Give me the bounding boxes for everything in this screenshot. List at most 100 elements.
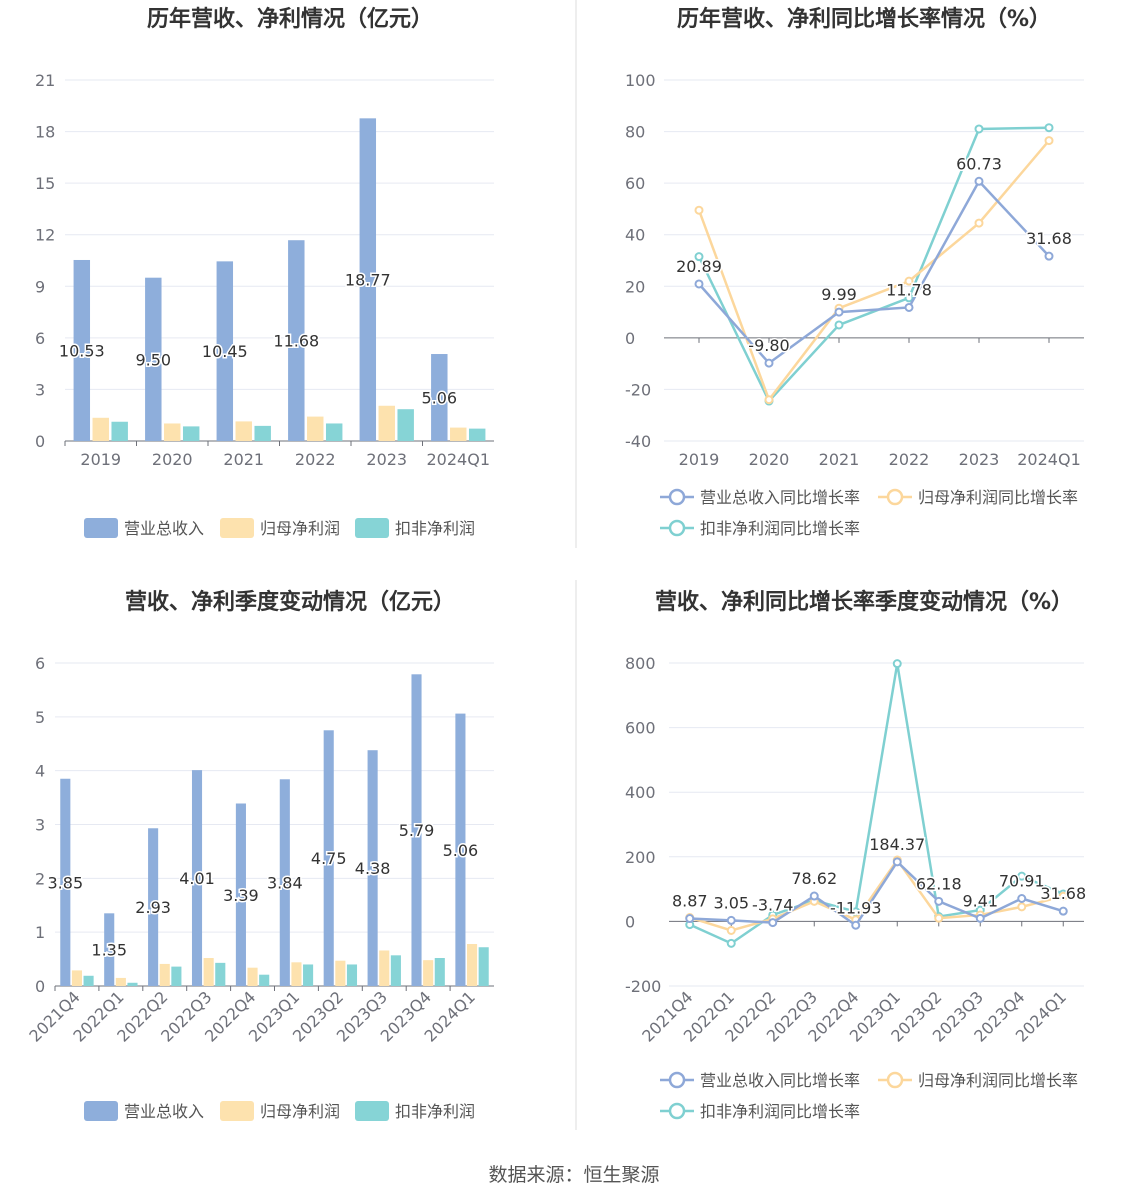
quarter-line-legend-label-1: 归母净利润同比增长率 [918, 1071, 1078, 1090]
annual-line-data-label: -9.80 [748, 336, 789, 355]
annual-bar-title: 历年营收、净利情况（亿元） [147, 6, 433, 32]
annual-line-point-0-4 [974, 176, 984, 186]
quarter-bar-legend-swatch-2 [355, 1101, 389, 1121]
quarter-line-point-0-9 [1058, 906, 1068, 916]
quarter-line-y-tick-label: -200 [625, 977, 661, 996]
annual-line-y-tick-label: -20 [625, 380, 651, 399]
quarter-line-y-tick-label: 600 [625, 719, 656, 738]
quarter-bar-data-label: 4.75 [311, 849, 347, 868]
annual-bar-y-tick-label: 9 [35, 277, 45, 296]
annual-bar-bar-1-1 [164, 423, 181, 441]
annual-bar-bar-1-2 [235, 421, 252, 441]
quarter-line-data-label: 8.87 [672, 892, 708, 911]
annual-line-point-2-3 [904, 293, 914, 303]
annual-bar-y-tick-label: 15 [35, 174, 55, 193]
quarter-line-point-1-1 [726, 925, 736, 935]
annual-bar-legend-swatch-2 [355, 518, 389, 538]
quarter-bar-bar-1-3 [203, 958, 214, 986]
annual-line-point-2-4 [974, 124, 984, 134]
quarter-bar-y-tick-label: 1 [35, 923, 45, 942]
quarter-bar-bar-2-6 [346, 964, 358, 986]
quarter-line-point-0-0 [685, 914, 695, 924]
quarter-bar-data-label: 4.38 [355, 859, 391, 878]
annual-line-point-1-5 [1044, 136, 1054, 146]
annual-line-x-tick-label: 2023 [959, 450, 1000, 469]
annual-line-legend-label-1: 归母净利润同比增长率 [918, 488, 1078, 507]
quarter-bar-bar-0-8 [411, 674, 422, 986]
annual-bar-x-tick-label: 2019 [80, 450, 121, 469]
quarter-bar-y-tick-label: 3 [35, 816, 45, 835]
annual-bar-data-label: 18.77 [345, 271, 391, 290]
quarter-line-point-1-8 [1017, 902, 1027, 912]
quarter-bar-bar-2-5 [303, 964, 314, 986]
quarter-bar-bar-2-2 [171, 966, 182, 986]
annual-line-line-0 [698, 179, 1050, 365]
annual-line-legend-marker-0 [668, 488, 686, 506]
annual-line-line-1 [697, 139, 1050, 403]
quarter-line-data-label: 3.05 [713, 893, 749, 912]
quarter-bar-bar-0-6 [323, 730, 334, 986]
quarter-bar-title: 营收、净利季度变动情况（亿元） [125, 589, 455, 615]
quarter-bar-y-tick-label: 5 [35, 708, 45, 727]
annual-bar-bar-1-4 [378, 405, 395, 441]
annual-line-x-tick-label: 2019 [679, 450, 720, 469]
annual-bar-y-tick-label: 18 [35, 123, 55, 142]
quarter-bar-bar-2-3 [215, 962, 226, 986]
annual-bar-bar-0-0 [73, 259, 91, 441]
quarter-line-line-0 [689, 859, 1064, 928]
quarter-bar-bar-0-1 [104, 913, 115, 986]
quarter-bar-y-tick-label: 0 [35, 977, 45, 996]
annual-bar-y-tick-label: 6 [35, 329, 45, 348]
annual-bar-y-tick-label: 21 [35, 71, 55, 90]
annual-line-x-tick-label: 2022 [889, 450, 930, 469]
annual-bar-bar-0-2 [216, 261, 234, 441]
annual-line-x-tick-label: 2020 [749, 450, 790, 469]
quarter-bar-bar-0-9 [455, 713, 466, 986]
quarter-line-point-0-8 [1017, 893, 1027, 903]
quarter-bar-data-label: 1.35 [91, 941, 127, 960]
annual-line-data-label: 60.73 [956, 154, 1002, 173]
annual-line-legend-marker-2 [668, 519, 686, 537]
quarter-bar-bar-2-9 [478, 947, 489, 986]
annual-line-point-0-5 [1044, 251, 1054, 261]
annual-bar-data-label: 10.45 [202, 342, 248, 361]
annual-line-point-0-0 [694, 279, 704, 289]
annual-line-point-1-4 [974, 218, 984, 228]
quarter-bar-bar-1-4 [247, 967, 258, 986]
annual-bar-y-tick-label: 3 [35, 380, 45, 399]
quarter-bar-data-label: 4.01 [179, 869, 215, 888]
annual-line-y-tick-label: 40 [625, 226, 645, 245]
quarter-line-legend-marker-0 [668, 1071, 686, 1089]
quarter-line-point-1-9 [1058, 891, 1068, 901]
quarter-bar-bar-1-7 [379, 950, 390, 986]
quarter-bar-y-tick-label: 4 [35, 762, 45, 781]
quarter-line-point-0-1 [726, 915, 736, 925]
annual-bar-bar-2-4 [397, 409, 414, 441]
annual-line-chart: 历年营收、净利同比增长率情况（%） -40 -20 0 20 40 60 80 100 2019 2… [625, 6, 1084, 538]
data-source-note: 数据来源：恒生聚源 [488, 1164, 660, 1186]
quarter-bar-bar-2-1 [127, 982, 138, 986]
annual-bar-legend-swatch-0 [84, 518, 118, 538]
annual-line-y-tick-label: 20 [625, 277, 645, 296]
annual-bar-x-tick-label: 2021 [223, 450, 264, 469]
annual-bar-y-tick-label: 12 [35, 226, 55, 245]
annual-line-point-0-1 [764, 358, 774, 368]
quarter-bar-legend-swatch-1 [220, 1101, 254, 1121]
quarter-bar-bar-1-2 [159, 963, 170, 986]
quarter-bar-bar-2-0 [83, 975, 94, 986]
annual-line-y-tick-label: 60 [625, 174, 645, 193]
quarter-bar-bar-1-0 [71, 970, 82, 986]
quarter-bar-bar-1-6 [335, 960, 346, 986]
annual-line-data-label: 9.99 [821, 285, 857, 304]
quarter-bar-bar-2-4 [259, 974, 270, 986]
annual-bar-bar-1-0 [92, 417, 109, 441]
quarter-line-data-label: -3.74 [752, 896, 793, 915]
quarter-line-point-2-1 [726, 938, 736, 948]
annual-bar-x-tick-label: 2020 [152, 450, 193, 469]
annual-line-data-label: 11.78 [886, 280, 932, 299]
annual-bar-data-label: 10.53 [59, 341, 105, 360]
quarter-line-legend-marker-2 [668, 1102, 686, 1120]
quarter-bar-bar-0-0 [60, 778, 71, 986]
annual-bar-data-label: 5.06 [421, 389, 457, 408]
